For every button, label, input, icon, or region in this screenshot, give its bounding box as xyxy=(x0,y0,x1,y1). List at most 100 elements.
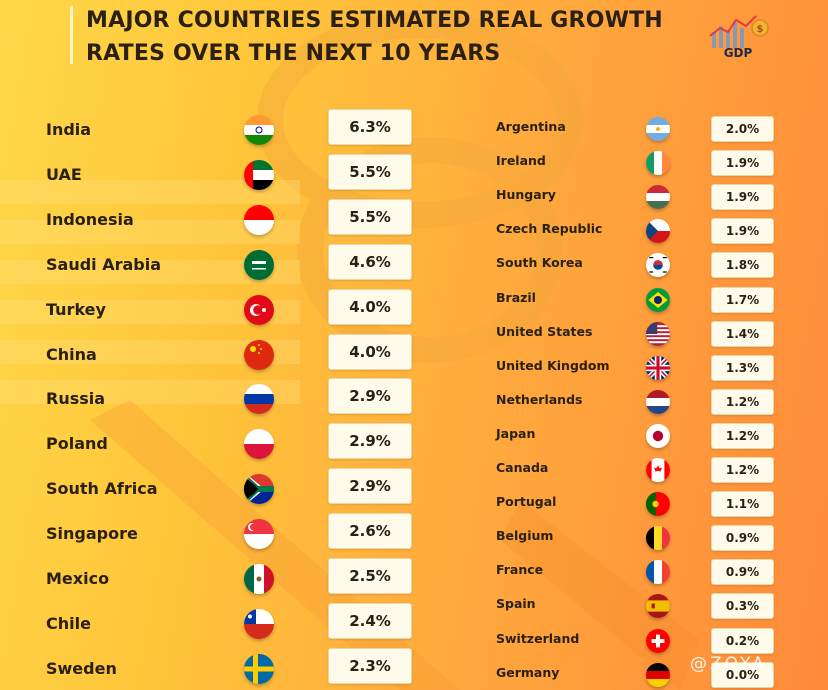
table-row-south-korea: South Korea 1.8% xyxy=(0,249,828,279)
japan-flag-icon xyxy=(646,423,670,448)
russia-flag-icon xyxy=(244,384,274,415)
country-label: Canada xyxy=(496,460,549,475)
indonesia-flag-icon xyxy=(244,204,274,235)
growth-value: 1.8% xyxy=(711,252,774,279)
france-flag-icon xyxy=(646,560,670,585)
gdp-chart-icon: $ xyxy=(709,15,769,48)
table-row-belgium: Belgium 0.9% xyxy=(0,522,828,552)
chart-title: MAJOR COUNTRIES ESTIMATED REAL GROWTH RA… xyxy=(86,8,663,66)
country-label: Mexico xyxy=(46,569,110,588)
argentina-flag-icon xyxy=(646,117,670,141)
table-row-czech-republic: Czech Republic 1.9% xyxy=(0,215,828,245)
turkey-flag-icon xyxy=(244,294,274,325)
growth-value: 1.9% xyxy=(711,184,774,211)
growth-value: 1.2% xyxy=(711,422,774,449)
country-label: Brazil xyxy=(496,289,536,305)
country-label: Czech Republic xyxy=(496,221,603,237)
growth-value: 2.9% xyxy=(328,378,412,415)
growth-value: 1.1% xyxy=(711,491,774,518)
table-row-uae: UAE 5.5% xyxy=(0,153,828,190)
growth-value: 2.5% xyxy=(328,558,412,594)
germany-flag-icon xyxy=(646,662,670,687)
country-label: Sweden xyxy=(46,658,117,678)
growth-value: 1.9% xyxy=(711,150,774,177)
country-label: Portugal xyxy=(496,494,557,510)
table-row-canada: Canada 1.2% xyxy=(0,454,828,484)
growth-value: 1.7% xyxy=(711,286,774,313)
singapore-flag-icon xyxy=(244,519,274,550)
hungary-flag-icon xyxy=(646,185,670,210)
china-flag-icon xyxy=(244,339,274,370)
south-africa-flag-icon xyxy=(244,474,274,505)
table-row-united-kingdom: United Kingdom 1.3% xyxy=(0,352,828,382)
table-row-portugal: Portugal 1.1% xyxy=(0,488,828,518)
growth-value: 5.5% xyxy=(328,198,412,235)
table-row-china: China 4.0% xyxy=(0,333,828,370)
growth-value: 0.2% xyxy=(711,627,774,654)
table-row-germany: Germany 0.0% xyxy=(0,659,828,689)
growth-value: 6.3% xyxy=(328,109,412,145)
united-kingdom-flag-icon xyxy=(646,355,670,380)
growth-value: 4.0% xyxy=(328,288,412,325)
ireland-flag-icon xyxy=(646,151,670,176)
table-row-chile: Chile 2.4% xyxy=(0,602,828,639)
brazil-flag-icon xyxy=(646,287,670,312)
growth-value: 0.9% xyxy=(711,559,774,586)
growth-value: 1.9% xyxy=(711,218,774,245)
growth-value: 0.9% xyxy=(711,525,774,552)
country-label: India xyxy=(46,120,92,139)
switzerland-flag-icon xyxy=(646,628,670,653)
table-row-netherlands: Netherlands 1.2% xyxy=(0,386,828,416)
country-label: Chile xyxy=(46,613,91,633)
growth-value: 4.6% xyxy=(328,243,412,280)
country-label: Argentina xyxy=(496,119,566,134)
poland-flag-icon xyxy=(244,429,274,460)
growth-value: 2.6% xyxy=(328,513,412,550)
sweden-flag-icon xyxy=(244,653,274,684)
table-row-saudi-arabia: Saudi Arabia 4.6% xyxy=(0,243,828,280)
country-label: China xyxy=(46,344,97,364)
growth-value: 1.4% xyxy=(711,320,774,347)
growth-value: 4.0% xyxy=(328,333,412,370)
united-states-flag-icon xyxy=(646,321,670,346)
growth-value: 2.4% xyxy=(328,602,412,639)
canada-flag-icon xyxy=(646,458,670,482)
growth-value: 2.3% xyxy=(328,647,412,684)
table-row-indonesia: Indonesia 5.5% xyxy=(0,198,828,235)
growth-value: 5.5% xyxy=(328,153,412,190)
country-label: Singapore xyxy=(46,524,138,544)
growth-value: 2.9% xyxy=(328,468,412,505)
saudi-arabia-flag-icon xyxy=(244,249,274,280)
country-label: Germany xyxy=(496,664,560,680)
growth-value: 1.2% xyxy=(711,457,774,483)
title-accent-bar xyxy=(70,6,73,64)
country-label: United Kingdom xyxy=(496,357,610,373)
table-row-united-states: United States 1.4% xyxy=(0,318,828,348)
growth-value: 0.3% xyxy=(711,593,774,620)
country-label: Hungary xyxy=(496,187,556,203)
country-label: Ireland xyxy=(496,153,546,169)
table-row-south-africa: South Africa 2.9% xyxy=(0,468,828,505)
india-flag-icon xyxy=(244,115,274,145)
table-row-france: France 0.9% xyxy=(0,556,828,586)
country-label: Spain xyxy=(496,596,536,612)
country-label: France xyxy=(496,562,544,578)
table-row-singapore: Singapore 2.6% xyxy=(0,513,828,550)
gdp-logo: $ GDP xyxy=(706,10,770,64)
growth-value: 2.0% xyxy=(711,116,774,142)
country-label: Netherlands xyxy=(496,391,583,407)
country-label: Turkey xyxy=(46,299,106,319)
country-label: Japan xyxy=(496,425,536,441)
table-row-argentina: Argentina 2.0% xyxy=(0,113,828,143)
growth-value: 2.9% xyxy=(328,423,412,460)
south-korea-flag-icon xyxy=(646,253,670,278)
netherlands-flag-icon xyxy=(646,389,670,414)
uae-flag-icon xyxy=(244,159,274,190)
mexico-flag-icon xyxy=(244,564,274,594)
belgium-flag-icon xyxy=(646,526,670,551)
growth-value: 1.3% xyxy=(711,354,774,381)
svg-text:$: $ xyxy=(757,24,764,35)
table-row-ireland: Ireland 1.9% xyxy=(0,147,828,177)
table-row-switzerland: Switzerland 0.2% xyxy=(0,625,828,655)
table-row-mexico: Mexico 2.5% xyxy=(0,558,828,594)
